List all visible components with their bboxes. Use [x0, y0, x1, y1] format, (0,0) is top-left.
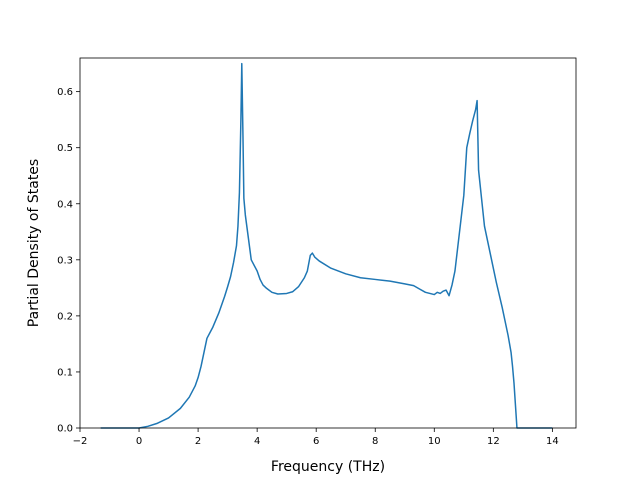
- x-tick-label: 2: [195, 436, 201, 447]
- y-tick-label: 0.1: [57, 367, 73, 378]
- y-tick-label: 0.4: [57, 199, 73, 210]
- y-axis-label: Partial Density of States: [26, 159, 42, 327]
- plot-area: −2 0 2 4 6 8 10 12 14 0.0 0.1 0.2 0.3 0.4 0.5 0.6: [57, 57, 577, 447]
- axes-frame: [79, 57, 577, 429]
- x-tick-label: −2: [73, 436, 88, 447]
- x-axis-label: Frequency (THz): [271, 459, 385, 475]
- x-tick-label: 12: [487, 436, 500, 447]
- y-tick-label: 0.0: [57, 424, 73, 435]
- x-tick-label: 4: [254, 436, 260, 447]
- y-tick-label: 0.5: [57, 143, 73, 154]
- x-tick-label: 0: [136, 436, 142, 447]
- y-tick-label: 0.2: [57, 311, 73, 322]
- x-tick-label: 14: [546, 436, 559, 447]
- x-tick-label: 8: [372, 436, 378, 447]
- x-tick-label: 10: [428, 436, 441, 447]
- series-line: [100, 62, 553, 429]
- x-tick-label: 6: [313, 436, 319, 447]
- y-tick-label: 0.6: [57, 87, 73, 98]
- y-tick-label: 0.3: [57, 255, 73, 266]
